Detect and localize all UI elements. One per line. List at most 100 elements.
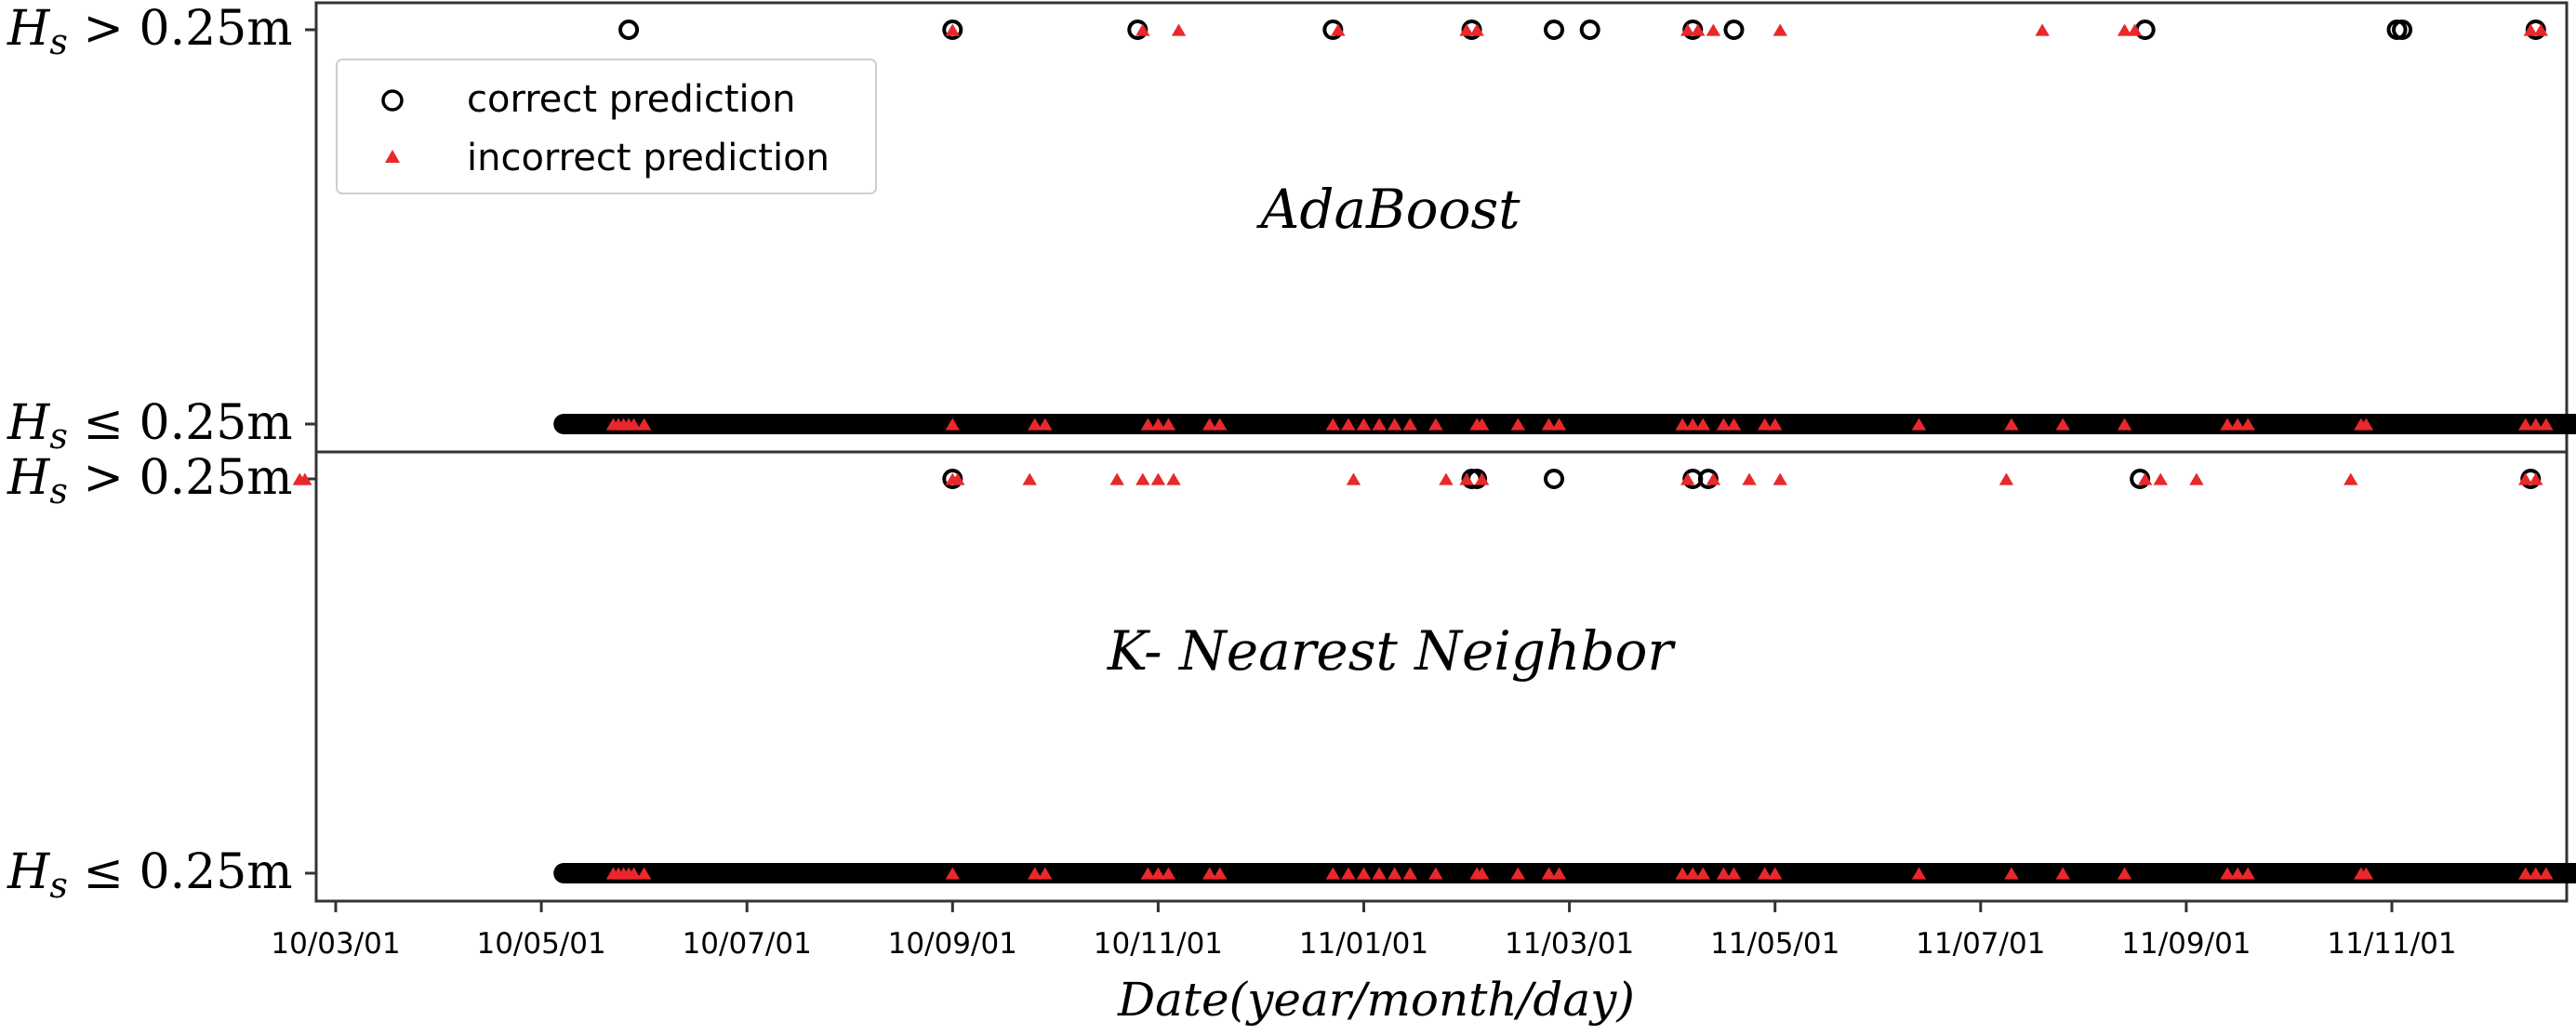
point-incorrect-low: [2539, 418, 2554, 431]
point-incorrect-low: [1028, 418, 1042, 431]
point-incorrect-low: [1757, 867, 1773, 880]
point-correct-high: [942, 20, 963, 40]
point-incorrect-low: [1695, 867, 1711, 880]
point-incorrect-high: [2518, 472, 2533, 485]
point-incorrect-low: [636, 418, 652, 431]
point-incorrect-low: [1161, 867, 1176, 880]
point-correct-high: [1544, 469, 1565, 489]
point-incorrect-high: [1439, 472, 1454, 485]
point-incorrect-high: [1469, 23, 1484, 36]
point-incorrect-high: [1773, 472, 1787, 485]
x-axis-label: Date(year/month/day): [1117, 973, 1635, 1027]
point-incorrect-high: [1680, 23, 1695, 36]
point-incorrect-high: [1706, 472, 1721, 485]
panel-titles: AdaBoost K- Nearest Neighbor: [1107, 178, 1677, 683]
point-incorrect-low: [1428, 418, 1443, 431]
point-correct-high: [1579, 20, 1600, 40]
point-incorrect-high: [2529, 472, 2543, 485]
point-incorrect-high: [2117, 23, 2132, 36]
point-incorrect-high: [2189, 472, 2204, 485]
point-incorrect-high: [1150, 472, 1166, 485]
point-incorrect-low: [1510, 867, 1526, 880]
point-incorrect-low: [1325, 418, 1341, 431]
x-tick-label: 11/07/01: [1916, 927, 2045, 961]
point-incorrect-low: [636, 867, 652, 880]
point-incorrect-low: [945, 418, 960, 431]
point-incorrect-low: [1028, 867, 1042, 880]
point-incorrect-low: [2358, 867, 2374, 880]
point-incorrect-high: [1166, 472, 1181, 485]
point-incorrect-high: [1135, 472, 1150, 485]
point-incorrect-low: [1474, 418, 1490, 431]
point-incorrect-low: [2220, 867, 2235, 880]
point-incorrect-low: [1140, 867, 1156, 880]
point-incorrect-high: [945, 23, 960, 36]
point-incorrect-low: [2230, 867, 2245, 880]
point-incorrect-low: [2358, 418, 2374, 431]
point-incorrect-low: [1213, 418, 1228, 431]
point-incorrect-high: [2127, 23, 2143, 36]
x-tick-label: 10/05/01: [476, 927, 605, 961]
point-incorrect-high: [1331, 23, 1346, 36]
point-incorrect-low: [1402, 867, 1417, 880]
point-incorrect-high: [2533, 23, 2548, 36]
legend-incorrect-marker: [385, 150, 400, 163]
point-correct-high: [1723, 20, 1745, 40]
point-incorrect-high: [2035, 23, 2050, 36]
point-incorrect-high: [1706, 23, 1721, 36]
point-correct-high: [1544, 20, 1565, 40]
point-incorrect-low: [1551, 867, 1567, 880]
point-incorrect-low: [1150, 418, 1166, 431]
x-tick-label: 11/09/01: [2121, 927, 2251, 961]
point-incorrect-low: [1695, 418, 1711, 431]
point-incorrect-low: [1161, 418, 1176, 431]
point-incorrect-high: [2153, 472, 2168, 485]
point-incorrect-low: [1213, 867, 1228, 880]
point-incorrect-high: [1773, 23, 1787, 36]
point-incorrect-low: [1685, 867, 1700, 880]
point-incorrect-low: [1726, 418, 1742, 431]
point-incorrect-low: [1716, 867, 1732, 880]
point-incorrect-high: [1459, 472, 1474, 485]
point-incorrect-low: [1675, 867, 1690, 880]
y-tick-label-low: Hs ≤ 0.25m: [7, 844, 293, 906]
correct-low-band: [553, 863, 2576, 883]
point-incorrect-high: [1346, 472, 1361, 485]
point-incorrect-low: [1341, 418, 1356, 431]
point-incorrect-low: [2117, 418, 2132, 431]
point-incorrect-low: [2240, 867, 2255, 880]
legend-box: [336, 59, 877, 194]
point-incorrect-high: [1474, 472, 1490, 485]
point-incorrect-high: [1691, 23, 1706, 36]
point-incorrect-low: [2055, 418, 2070, 431]
legend-correct-marker: [381, 89, 404, 112]
axes-frames: [314, 1, 2569, 903]
point-incorrect-high: [2137, 472, 2153, 485]
point-incorrect-low: [1202, 867, 1217, 880]
point-incorrect-low: [1768, 867, 1783, 880]
point-correct-high: [618, 20, 640, 40]
x-tick-label: 10/11/01: [1094, 927, 1223, 961]
point-incorrect-low: [945, 867, 960, 880]
point-incorrect-low: [1510, 418, 1526, 431]
panel-title: K- Nearest Neighbor: [1107, 619, 1677, 683]
x-tick-label: 11/01/01: [1299, 927, 1428, 961]
point-incorrect-low: [1150, 867, 1166, 880]
panel-title: AdaBoost: [1255, 178, 1520, 241]
point-incorrect-low: [1768, 418, 1783, 431]
point-incorrect-high: [1742, 472, 1757, 485]
point-correct-high: [2392, 20, 2413, 40]
point-incorrect-low: [1372, 867, 1387, 880]
point-incorrect-low: [1716, 418, 1732, 431]
point-incorrect-high: [1998, 472, 2014, 485]
correct-low-band: [553, 414, 2576, 434]
point-incorrect-low: [2240, 418, 2255, 431]
point-incorrect-high: [1109, 472, 1124, 485]
point-incorrect-low: [2529, 867, 2543, 880]
point-incorrect-low: [2230, 418, 2245, 431]
point-incorrect-low: [1551, 418, 1567, 431]
point-incorrect-high: [1135, 23, 1150, 36]
y-tick-label-low: Hs ≤ 0.25m: [7, 395, 293, 457]
legend-correct-label: correct prediction: [467, 78, 795, 121]
